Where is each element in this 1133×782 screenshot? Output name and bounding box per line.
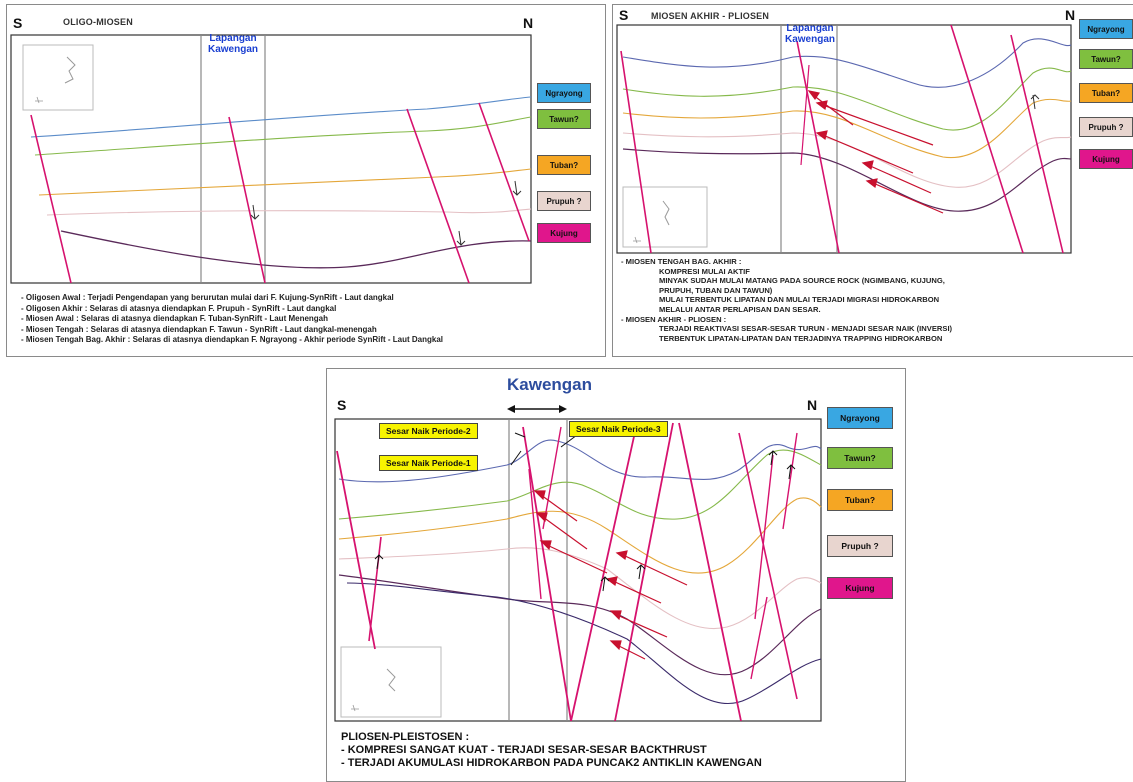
note-line: - TERJADI AKUMULASI HIDROKARBON PADA PUN… bbox=[341, 757, 762, 769]
note-line: - Miosen Awal : Selaras di atasnya diend… bbox=[21, 314, 329, 323]
panel-3-cross-section bbox=[334, 405, 822, 722]
note-heading: PLIOSEN-PLEISTOSEN : bbox=[341, 731, 470, 743]
legend-tuban: Tuban? bbox=[537, 155, 591, 175]
note-line: KOMPRESI MULAI AKTIF bbox=[659, 266, 750, 276]
note-line: PRUPUH, TUBAN DAN TAWUN) bbox=[659, 285, 773, 295]
horizon-tuban bbox=[38, 168, 532, 196]
label-sesar-naik-periode-2: Sesar Naik Periode-2 bbox=[379, 423, 478, 439]
panel-1-cross-section bbox=[10, 34, 532, 284]
field-label: Lapangan Kawengan bbox=[197, 33, 269, 55]
legend-tawun: Tawun? bbox=[1079, 49, 1133, 69]
note-line: - Miosen Tengah Bag. Akhir : Selaras di … bbox=[21, 335, 444, 344]
panel-pliosen-pleistosen: Kawengan S N Sesar Naik Periode-2 Sesar … bbox=[326, 368, 906, 782]
horizon-ngrayong bbox=[30, 96, 532, 138]
north-label: N bbox=[523, 15, 534, 31]
horizon-tawun bbox=[338, 449, 822, 520]
horizon-kujung bbox=[622, 148, 1072, 212]
horizon-tuban bbox=[338, 497, 822, 574]
legend-tawun: Tawun? bbox=[537, 109, 591, 129]
legend-ngrayong: Ngrayong bbox=[1079, 19, 1133, 39]
note-line: MULAI TERBENTUK LIPATAN DAN MULAI TERJAD… bbox=[659, 295, 940, 305]
label-sesar-naik-periode-3: Sesar Naik Periode-3 bbox=[569, 421, 668, 437]
note-line: - Miosen Tengah : Selaras di atasnya die… bbox=[21, 324, 377, 334]
legend-ngrayong: Ngrayong bbox=[827, 407, 893, 429]
note-line: MELALUI ANTAR PERLAPISAN DAN SESAR. bbox=[659, 304, 821, 314]
field-label-line-2: Kawengan bbox=[784, 34, 835, 45]
legend-prupuh: Prupuh ? bbox=[827, 535, 893, 557]
legend-ngrayong: Ngrayong bbox=[537, 83, 591, 103]
migration-arrows bbox=[533, 490, 688, 660]
note-line: TERBENTUK LIPATAN-LIPATAN DAN TERJADINYA… bbox=[659, 333, 943, 343]
panel-2-notes: - MIOSEN TENGAH BAG. AKHIR : KOMPRESI MU… bbox=[621, 257, 952, 343]
legend-kujung: Kujung bbox=[1079, 149, 1133, 169]
note-line: - Oligosen Awal : Terjadi Pengendapan ya… bbox=[21, 293, 394, 302]
panel-oligo-miosen: S N OLIGO-MIOSEN Lapangan Kawengan Ngray… bbox=[6, 4, 606, 357]
north-label: N bbox=[807, 397, 818, 413]
panel-3-notes: PLIOSEN-PLEISTOSEN : - KOMPRESI SANGAT K… bbox=[341, 731, 762, 770]
horizon-prupuh bbox=[622, 132, 1072, 188]
horizon-tawun bbox=[622, 67, 1072, 131]
note-line: - KOMPRESI SANGAT KUAT - TERJADI SESAR-S… bbox=[341, 744, 707, 756]
horizon-ngrayong bbox=[338, 439, 822, 483]
horizon-tawun bbox=[34, 116, 532, 156]
horizon-kujung bbox=[60, 230, 532, 269]
field-label-line-1: Lapangan bbox=[786, 23, 834, 34]
panel-title: MIOSEN AKHIR - PLIOSEN bbox=[651, 11, 770, 21]
horizon-prupuh bbox=[46, 208, 532, 216]
migration-arrows bbox=[807, 90, 944, 214]
note-heading: - MIOSEN TENGAH BAG. AKHIR : bbox=[621, 257, 742, 266]
note-line: - Oligosen Akhir : Selaras di atasnya di… bbox=[21, 303, 337, 313]
panel-title: OLIGO-MIOSEN bbox=[63, 17, 133, 27]
field-label-line-2: Kawengan bbox=[207, 44, 258, 55]
south-label: S bbox=[337, 397, 347, 413]
legend-kujung: Kujung bbox=[537, 223, 591, 243]
legend-prupuh: Prupuh ? bbox=[1079, 117, 1133, 137]
panel-1-notes: - Oligosen Awal : Terjadi Pengendapan ya… bbox=[21, 293, 443, 346]
horizon-kujung bbox=[338, 574, 822, 676]
south-label: S bbox=[619, 7, 629, 23]
legend-prupuh: Prupuh ? bbox=[537, 191, 591, 211]
fault-movement-arrows bbox=[374, 450, 796, 592]
note-heading: - MIOSEN AKHIR - PLIOSEN : bbox=[621, 314, 727, 324]
location-inset-map bbox=[340, 646, 442, 718]
legend-tuban: Tuban? bbox=[1079, 83, 1133, 103]
south-label: S bbox=[13, 15, 23, 31]
panel-2-cross-section bbox=[616, 24, 1072, 254]
field-title: Kawengan bbox=[507, 375, 593, 394]
field-label: Lapangan Kawengan bbox=[775, 23, 845, 45]
field-label-line-1: Lapangan bbox=[209, 33, 257, 44]
legend-tawun: Tawun? bbox=[827, 447, 893, 469]
location-inset-map bbox=[622, 186, 708, 248]
location-inset-map bbox=[22, 44, 94, 111]
horizon-ngrayong bbox=[622, 38, 1072, 88]
note-line: TERJADI REAKTIVASI SESAR-SESAR TURUN - M… bbox=[659, 324, 953, 334]
horizon-tuban bbox=[622, 98, 1072, 159]
label-sesar-naik-periode-1: Sesar Naik Periode-1 bbox=[379, 455, 478, 471]
horizon-deep bbox=[346, 582, 822, 705]
legend-kujung: Kujung bbox=[827, 577, 893, 599]
note-line: MINYAK SUDAH MULAI MATANG PADA SOURCE RO… bbox=[659, 276, 945, 286]
field-extent-arrow bbox=[507, 405, 567, 413]
legend-tuban: Tuban? bbox=[827, 489, 893, 511]
panel-miosen-akhir-pliosen: S N MIOSEN AKHIR - PLIOSEN Lapangan Kawe… bbox=[612, 4, 1133, 357]
north-label: N bbox=[1065, 7, 1076, 23]
